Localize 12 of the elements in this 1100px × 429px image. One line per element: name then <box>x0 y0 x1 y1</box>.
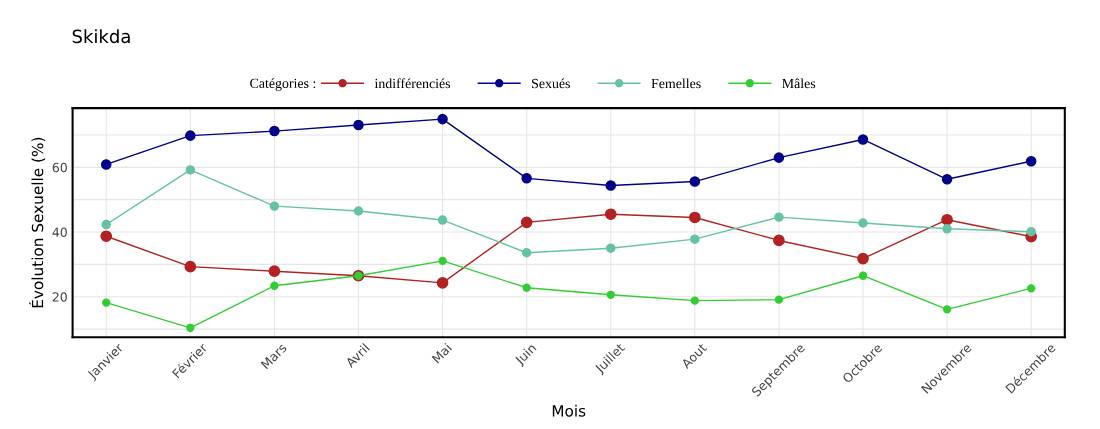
legend-label: Femelles <box>651 78 701 89</box>
chart-title: Skikda <box>72 29 130 44</box>
y-tick-label: 60 <box>52 162 67 173</box>
legend-title: Catégories : <box>250 78 316 91</box>
y-axis-title: Évolution Sexuelle (%) <box>28 137 46 308</box>
y-tick-label: 20 <box>52 292 67 302</box>
legend-label: indifférenciés <box>374 78 451 89</box>
legend-label: Mâles <box>782 78 816 89</box>
legend-label: Sexués <box>532 78 570 89</box>
y-tick-label: 40 <box>52 227 67 237</box>
x-axis-title: Mois <box>552 404 586 417</box>
x-tick-label: Mai <box>431 342 453 364</box>
